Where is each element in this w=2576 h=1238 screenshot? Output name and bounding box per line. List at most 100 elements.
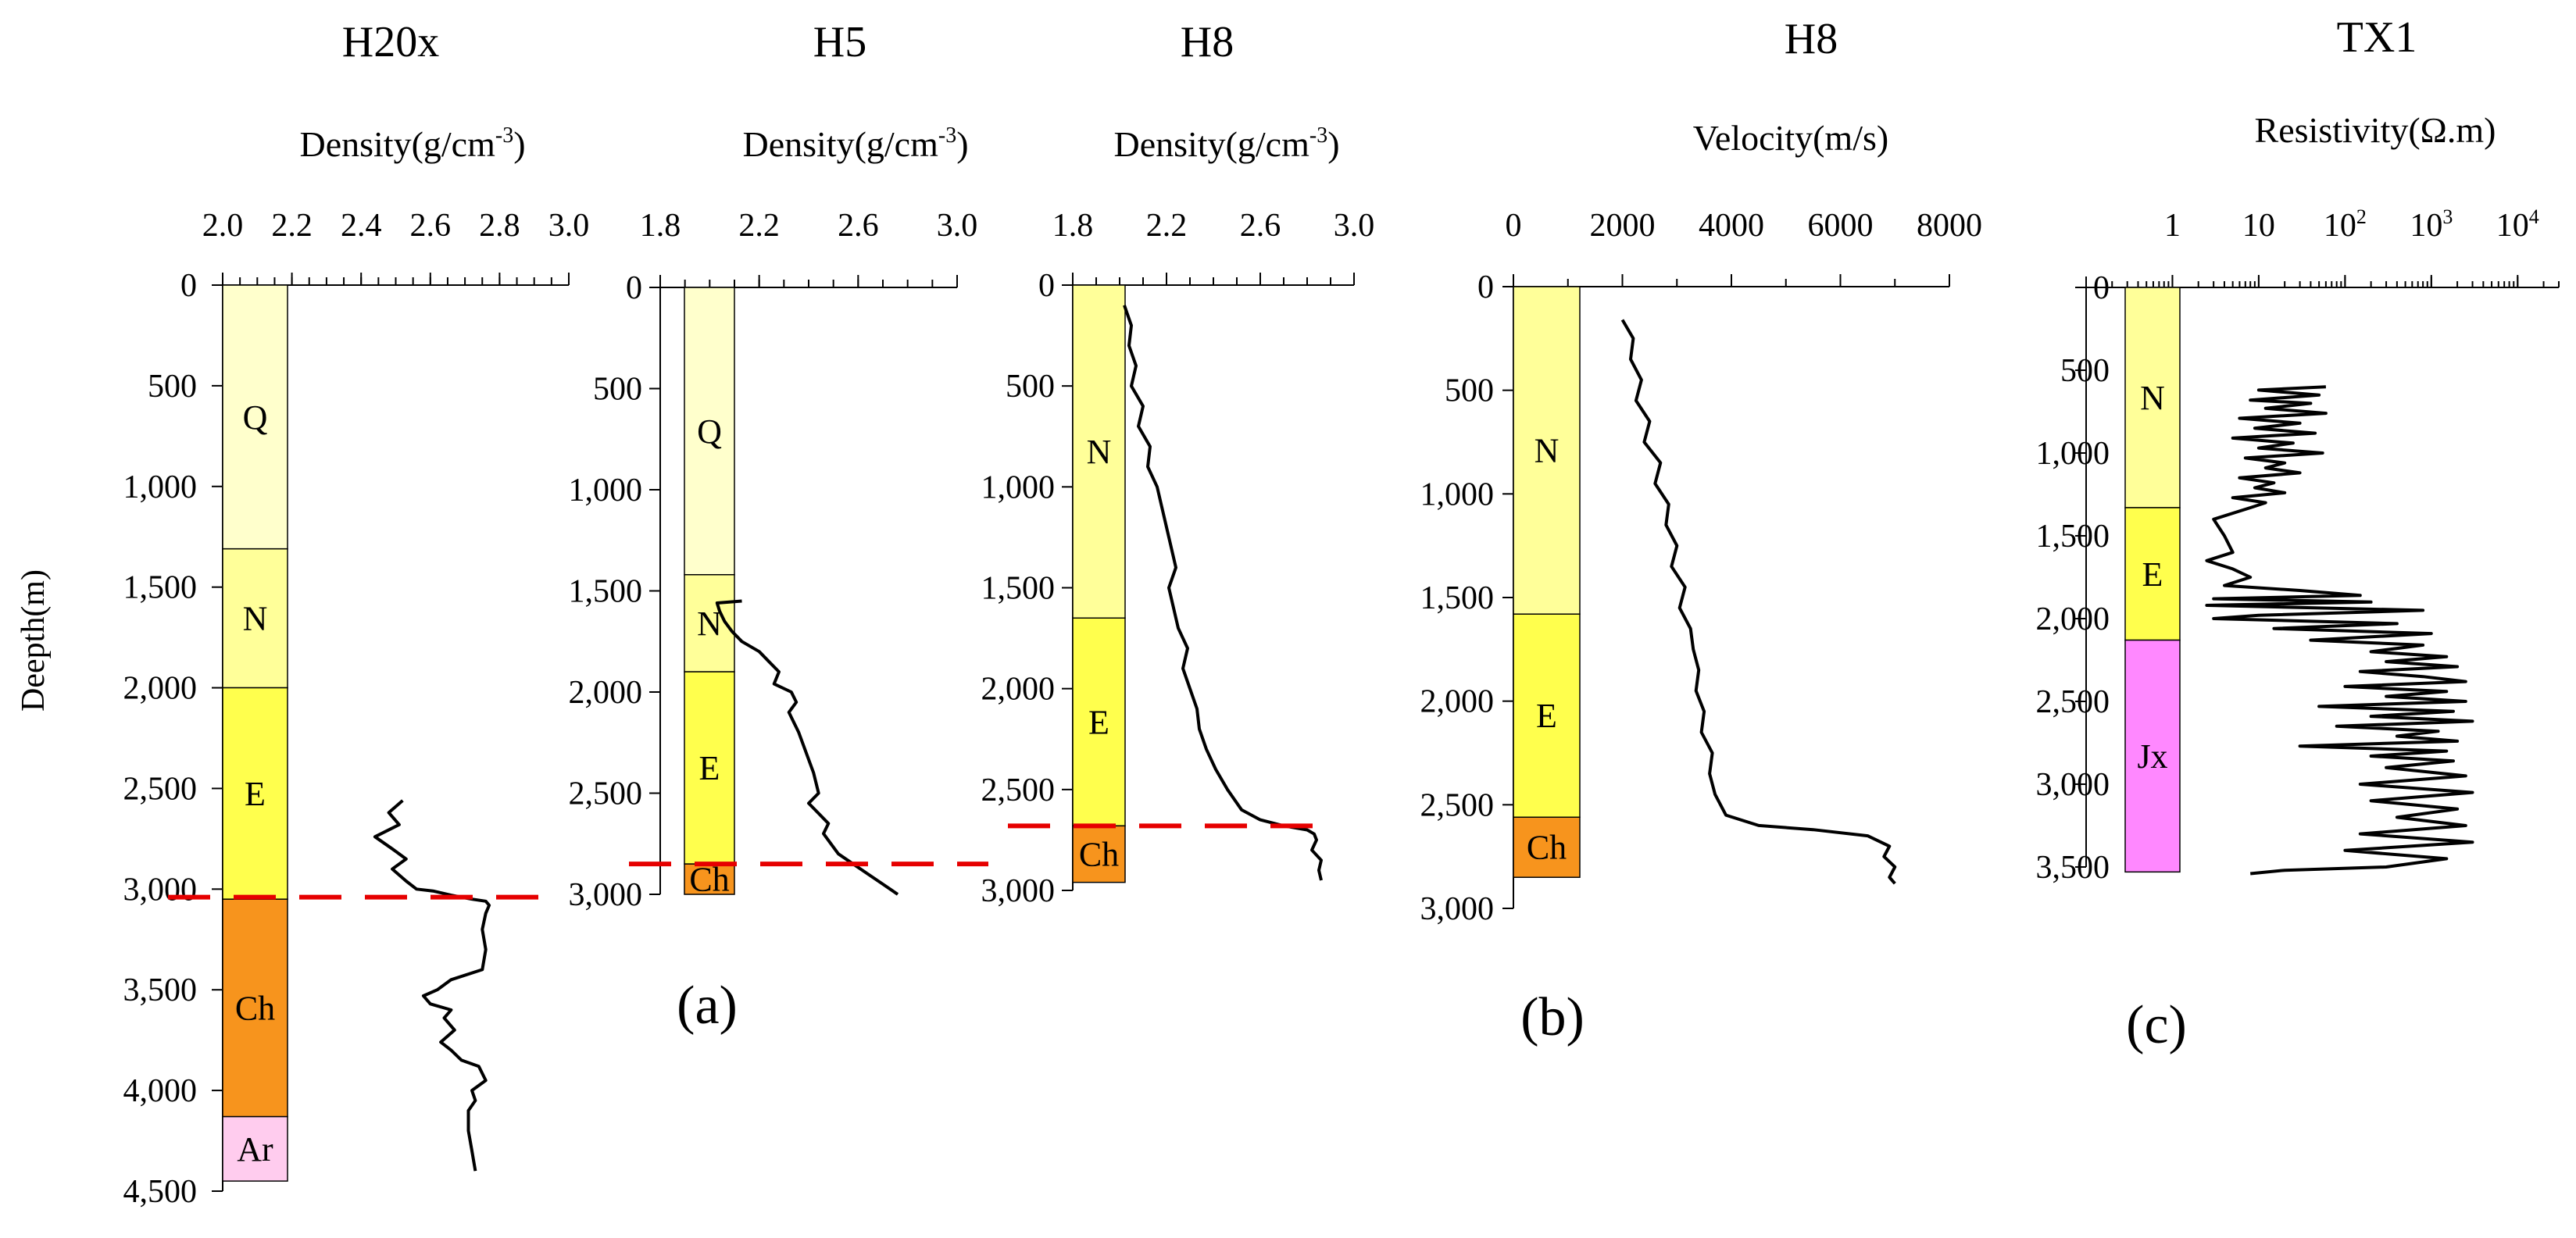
formation-e	[1513, 613, 1581, 819]
formation-label-q: Q	[243, 398, 268, 437]
formation-label-ar: Ar	[237, 1130, 273, 1168]
chart-h8-density: H8 Density(g/cm-3) 1.8 2.2 2.6 3.0 0 500 1,000 1,…	[981, 18, 1375, 909]
x-axis-label: Density(g/cm-3)	[299, 123, 525, 164]
formation-e	[222, 687, 288, 900]
y-tick-label: 500	[148, 369, 197, 405]
formation-label-e: E	[1536, 697, 1557, 735]
y-tick-label: 2,500	[1420, 787, 1495, 823]
formation-label-q: Q	[697, 412, 722, 451]
y-tick-label: 0	[626, 270, 642, 306]
x-tick-label: 8000	[1917, 208, 1982, 244]
formation-jx	[2124, 639, 2181, 873]
x-tick-label-text: 10	[2496, 208, 2529, 244]
y-tick-label: 0	[1038, 268, 1055, 304]
data-curve-density	[1123, 305, 1323, 881]
x-tick-label-text: 4000	[1699, 208, 1764, 244]
y-tick-label: 1,500	[1420, 580, 1495, 616]
x-tick-label: 2.2	[271, 208, 313, 244]
x-axis-label-sup: -3	[938, 123, 956, 148]
x-axis-label-text: Density(g/cm	[299, 124, 495, 164]
x-tick-label-text: 2000	[1590, 208, 1656, 244]
x-tick-label-text: 2.2	[271, 208, 313, 244]
formation-label-n: N	[697, 605, 722, 643]
formation-label-n: N	[243, 600, 268, 638]
x-tick-label-text: 10	[2242, 208, 2275, 244]
y-axis-label: Deepth(m)	[16, 569, 52, 712]
y-tick-label: 1,500	[123, 570, 198, 606]
data-curve-density	[715, 599, 899, 896]
y-tick-label: 3,000	[2036, 767, 2110, 803]
x-axis-label: Density(g/cm-3)	[1113, 123, 1339, 164]
x-tick-label: 2.6	[1240, 208, 1281, 244]
y-tick-label: 500	[1445, 373, 1494, 409]
y-tick-label: 1,500	[981, 571, 1056, 607]
formation-label-e: E	[245, 775, 266, 813]
formation-ar	[222, 1115, 288, 1182]
x-tick-label: 1	[2164, 208, 2181, 244]
x-tick-label-text: 2.2	[738, 208, 780, 244]
y-tick-label: 2,000	[2036, 601, 2110, 637]
x-tick-label-sup: 4	[2529, 205, 2539, 228]
x-tick-label-text: 2.2	[1146, 208, 1188, 244]
y-tick-label: 4,500	[123, 1174, 198, 1210]
x-tick-label: 3.0	[1334, 208, 1375, 244]
y-tick-label: 2,000	[123, 671, 198, 707]
x-tick-label-sup: 2	[2356, 205, 2367, 228]
y-tick-label: 3,000	[123, 872, 198, 908]
x-tick-label: 6000	[1808, 208, 1874, 244]
x-axis-label-text: Resistivity(Ω.m)	[2255, 110, 2496, 150]
y-tick-label: 2,500	[2036, 684, 2110, 720]
y-tick-label: 1,500	[2036, 519, 2110, 555]
x-tick-label-text: 2.0	[202, 208, 244, 244]
x-axis-label: Resistivity(Ω.m)	[2255, 110, 2496, 150]
x-tick-label-text: 3.0	[1334, 208, 1375, 244]
x-tick-label: 2.8	[479, 208, 520, 244]
data-curve-velocity	[1620, 319, 1897, 885]
y-tick-label: 4,000	[123, 1073, 198, 1109]
x-tick-label: 2.6	[838, 208, 879, 244]
chart-title: H5	[813, 18, 866, 66]
formation-ch	[684, 863, 735, 895]
x-axis-label: Velocity(m/s)	[1693, 118, 1888, 158]
formation-ch	[222, 898, 288, 1118]
formation-label-ch: Ch	[689, 861, 729, 899]
x-tick-label-text: 10	[2410, 208, 2442, 244]
formation-label-ch: Ch	[1079, 836, 1119, 874]
x-tick-label-text: 3.0	[937, 208, 978, 244]
formation-label-jx: Jx	[2137, 737, 2167, 776]
formation-e	[2124, 507, 2181, 641]
x-tick-label-text: 1	[2164, 208, 2181, 244]
x-tick-label-text: 10	[2324, 208, 2356, 244]
y-tick-label: 2,500	[569, 776, 643, 812]
y-tick-label: 3,500	[2036, 850, 2110, 886]
x-tick-label: 104	[2496, 205, 2539, 244]
formation-label-e: E	[2142, 555, 2163, 594]
y-tick-label: 2,500	[123, 771, 198, 807]
panel-label: (b)	[1520, 987, 1585, 1047]
formation-label-n: N	[1535, 432, 1560, 470]
y-tick-label: 500	[593, 372, 642, 408]
x-tick-label-text: 1.8	[640, 208, 681, 244]
x-tick-label: 2.0	[202, 208, 244, 244]
x-tick-label-text: 1.8	[1052, 208, 1094, 244]
x-tick-label-text: 3.0	[548, 208, 590, 244]
y-tick-label: 1,500	[569, 574, 643, 610]
formation-n	[222, 548, 288, 689]
formation-ch	[1513, 816, 1581, 878]
x-axis-label-tail: )	[513, 124, 525, 164]
formation-q	[222, 284, 288, 550]
x-axis-label-text: Density(g/cm	[1113, 124, 1309, 164]
x-tick-label-text: 2.8	[479, 208, 520, 244]
x-tick-label-text: 8000	[1917, 208, 1982, 244]
y-tick-label: 2,000	[981, 672, 1056, 708]
y-tick-label: 500	[1006, 369, 1055, 405]
data-curve-density	[373, 799, 491, 1172]
y-tick-label: 1,000	[123, 469, 198, 505]
x-tick-label-text: 2.4	[341, 208, 382, 244]
x-tick-label: 4000	[1699, 208, 1764, 244]
formation-q	[684, 287, 735, 576]
formation-label-ch: Ch	[235, 989, 275, 1027]
x-tick-label-text: 2.6	[838, 208, 879, 244]
chart-h5: H5 Density(g/cm-3) 1.8 2.2 2.6 3.0 0 500 1,000 1,…	[569, 18, 988, 1036]
